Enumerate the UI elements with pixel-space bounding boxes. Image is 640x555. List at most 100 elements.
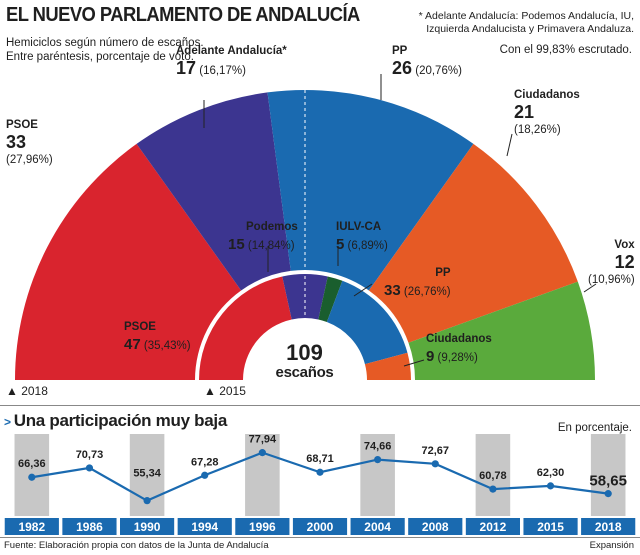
total-seats-number: 109 — [286, 340, 323, 365]
year-tab — [350, 518, 405, 535]
label-2018-psoe: PSOE 33 (27,96%) — [6, 118, 53, 168]
seat-count: 5 — [336, 236, 345, 253]
publisher-brand: Expansión — [589, 540, 634, 551]
year-tag-2018: ▲ 2018 — [6, 384, 48, 398]
year-tab — [292, 518, 348, 535]
label-2018-ciudadanos: Ciudadanos 21 (18,26%) — [514, 88, 580, 138]
vote-pct: (26,76%) — [403, 286, 451, 298]
year-band — [360, 434, 395, 516]
turnout-units: En porcentaje. — [557, 422, 632, 434]
section-divider — [0, 405, 640, 406]
vote-pct: (9,28%) — [437, 352, 478, 364]
year-tag-2015: ▲ 2015 — [204, 384, 246, 398]
party-name: Vox — [614, 239, 635, 251]
seat-segment-vox — [408, 281, 595, 380]
footnote-adelante: * Adelante Andalucía: Podemos Andalucía,… — [419, 10, 634, 36]
source-note: Fuente: Elaboración propia con datos de … — [4, 540, 269, 551]
seat-segment-pp — [326, 280, 408, 365]
turnout-point — [143, 497, 151, 505]
party-name: PP — [435, 267, 451, 279]
data-label: 68,71 — [306, 453, 334, 465]
turnout-title: > Una participación muy baja — [4, 411, 227, 431]
seat-segment-pp — [267, 90, 474, 291]
seat-count: 15 — [228, 236, 245, 253]
turnout-title-text: Una participación muy baja — [13, 411, 228, 430]
label-2018-adelante: Adelante Andalucía* 17 (16,17%) — [176, 44, 287, 79]
vote-pct: (27,96%) — [6, 154, 53, 166]
x-tick-label: 1986 — [76, 520, 103, 534]
vote-pct: (35,43%) — [143, 340, 191, 352]
turnout-point — [604, 490, 612, 498]
total-seats-label: escaños — [275, 364, 334, 381]
label-2018-vox: Vox 12 (10,96%) — [588, 238, 635, 288]
data-label: 77,94 — [249, 434, 277, 446]
seat-segment-ciudadanos — [364, 352, 411, 380]
year-tab — [581, 518, 636, 535]
footnote-line-2: Izquierda Andalucista y Primavera Andalu… — [426, 23, 634, 35]
vote-pct: (6,89%) — [347, 240, 388, 252]
x-tick-label: 2000 — [307, 520, 334, 534]
vote-pct: (16,17%) — [199, 65, 246, 77]
x-tick-label: 2012 — [480, 520, 507, 534]
seat-segment-iulv — [318, 276, 343, 322]
seat-count: 33 — [6, 132, 27, 152]
turnout-point — [85, 464, 94, 472]
party-name: PSOE — [124, 321, 156, 333]
seat-segment-psoe — [199, 276, 292, 380]
footer-divider — [0, 537, 640, 538]
turnout-point — [431, 460, 439, 468]
year-tab — [62, 518, 117, 535]
data-label: 55,34 — [133, 468, 161, 480]
seat-segment-ciudadanos — [368, 143, 578, 343]
data-label: 60,78 — [479, 470, 507, 482]
x-tick-label: 1994 — [191, 520, 218, 534]
chart-title: EL NUEVO PARLAMENTO DE ANDALUCÍA — [6, 4, 360, 26]
x-tick-label: 1982 — [18, 520, 45, 534]
data-label: 74,66 — [364, 441, 392, 453]
leader-line — [353, 283, 373, 297]
year-band — [475, 434, 511, 516]
x-tick-label: 2008 — [422, 520, 449, 534]
year-tab — [465, 518, 520, 535]
party-name: Adelante Andalucía* — [176, 45, 287, 57]
hemicycle-2018 — [15, 90, 595, 380]
seat-count: 26 — [392, 58, 413, 78]
label-2015-psoe: PSOE 47 (35,43%) — [124, 320, 191, 354]
vote-pct: (14,84%) — [247, 240, 295, 252]
turnout-point — [489, 485, 497, 493]
year-tab — [235, 518, 290, 535]
year-tab — [4, 518, 59, 535]
data-label: 72,67 — [422, 445, 450, 457]
turnout-point — [374, 455, 382, 464]
vote-pct: (10,96%) — [588, 274, 635, 286]
data-label: 67,28 — [191, 456, 219, 468]
turnout-point — [28, 473, 36, 481]
seat-count: 9 — [426, 348, 435, 365]
seat-segment-adelante — [136, 92, 291, 291]
data-label: 66,36 — [18, 458, 46, 470]
turnout-point — [316, 468, 324, 476]
data-label: 58,65 — [589, 473, 627, 490]
turnout-point — [201, 471, 209, 479]
label-2015-iulv: IULV-CA 5 (6,89%) — [336, 220, 388, 254]
seat-segment-psoe — [15, 143, 242, 380]
x-tick-label: 2004 — [364, 520, 391, 534]
chart-subtitle: Hemiciclos según número de escaños. Entr… — [6, 37, 204, 63]
seat-count: 21 — [514, 102, 535, 122]
data-label: 70,73 — [76, 449, 104, 461]
data-label: 62,30 — [537, 467, 565, 479]
party-name: PSOE — [6, 119, 38, 131]
leader-line — [403, 359, 425, 367]
party-name: Podemos — [246, 221, 298, 233]
year-tab — [523, 518, 578, 535]
turnout-point — [546, 482, 555, 490]
label-2015-podemos: Podemos 15 (14,84%) — [228, 220, 298, 254]
label-2015-ciudadanos: Ciudadanos 9 (9,28%) — [426, 332, 492, 366]
party-name: Ciudadanos — [426, 333, 492, 345]
leader-line — [506, 133, 513, 157]
label-2015-pp: PP 33 (26,76%) — [384, 266, 451, 300]
party-name: IULV-CA — [336, 221, 382, 233]
x-tick-label: 1990 — [134, 520, 161, 534]
vote-pct: (20,76%) — [415, 65, 462, 77]
